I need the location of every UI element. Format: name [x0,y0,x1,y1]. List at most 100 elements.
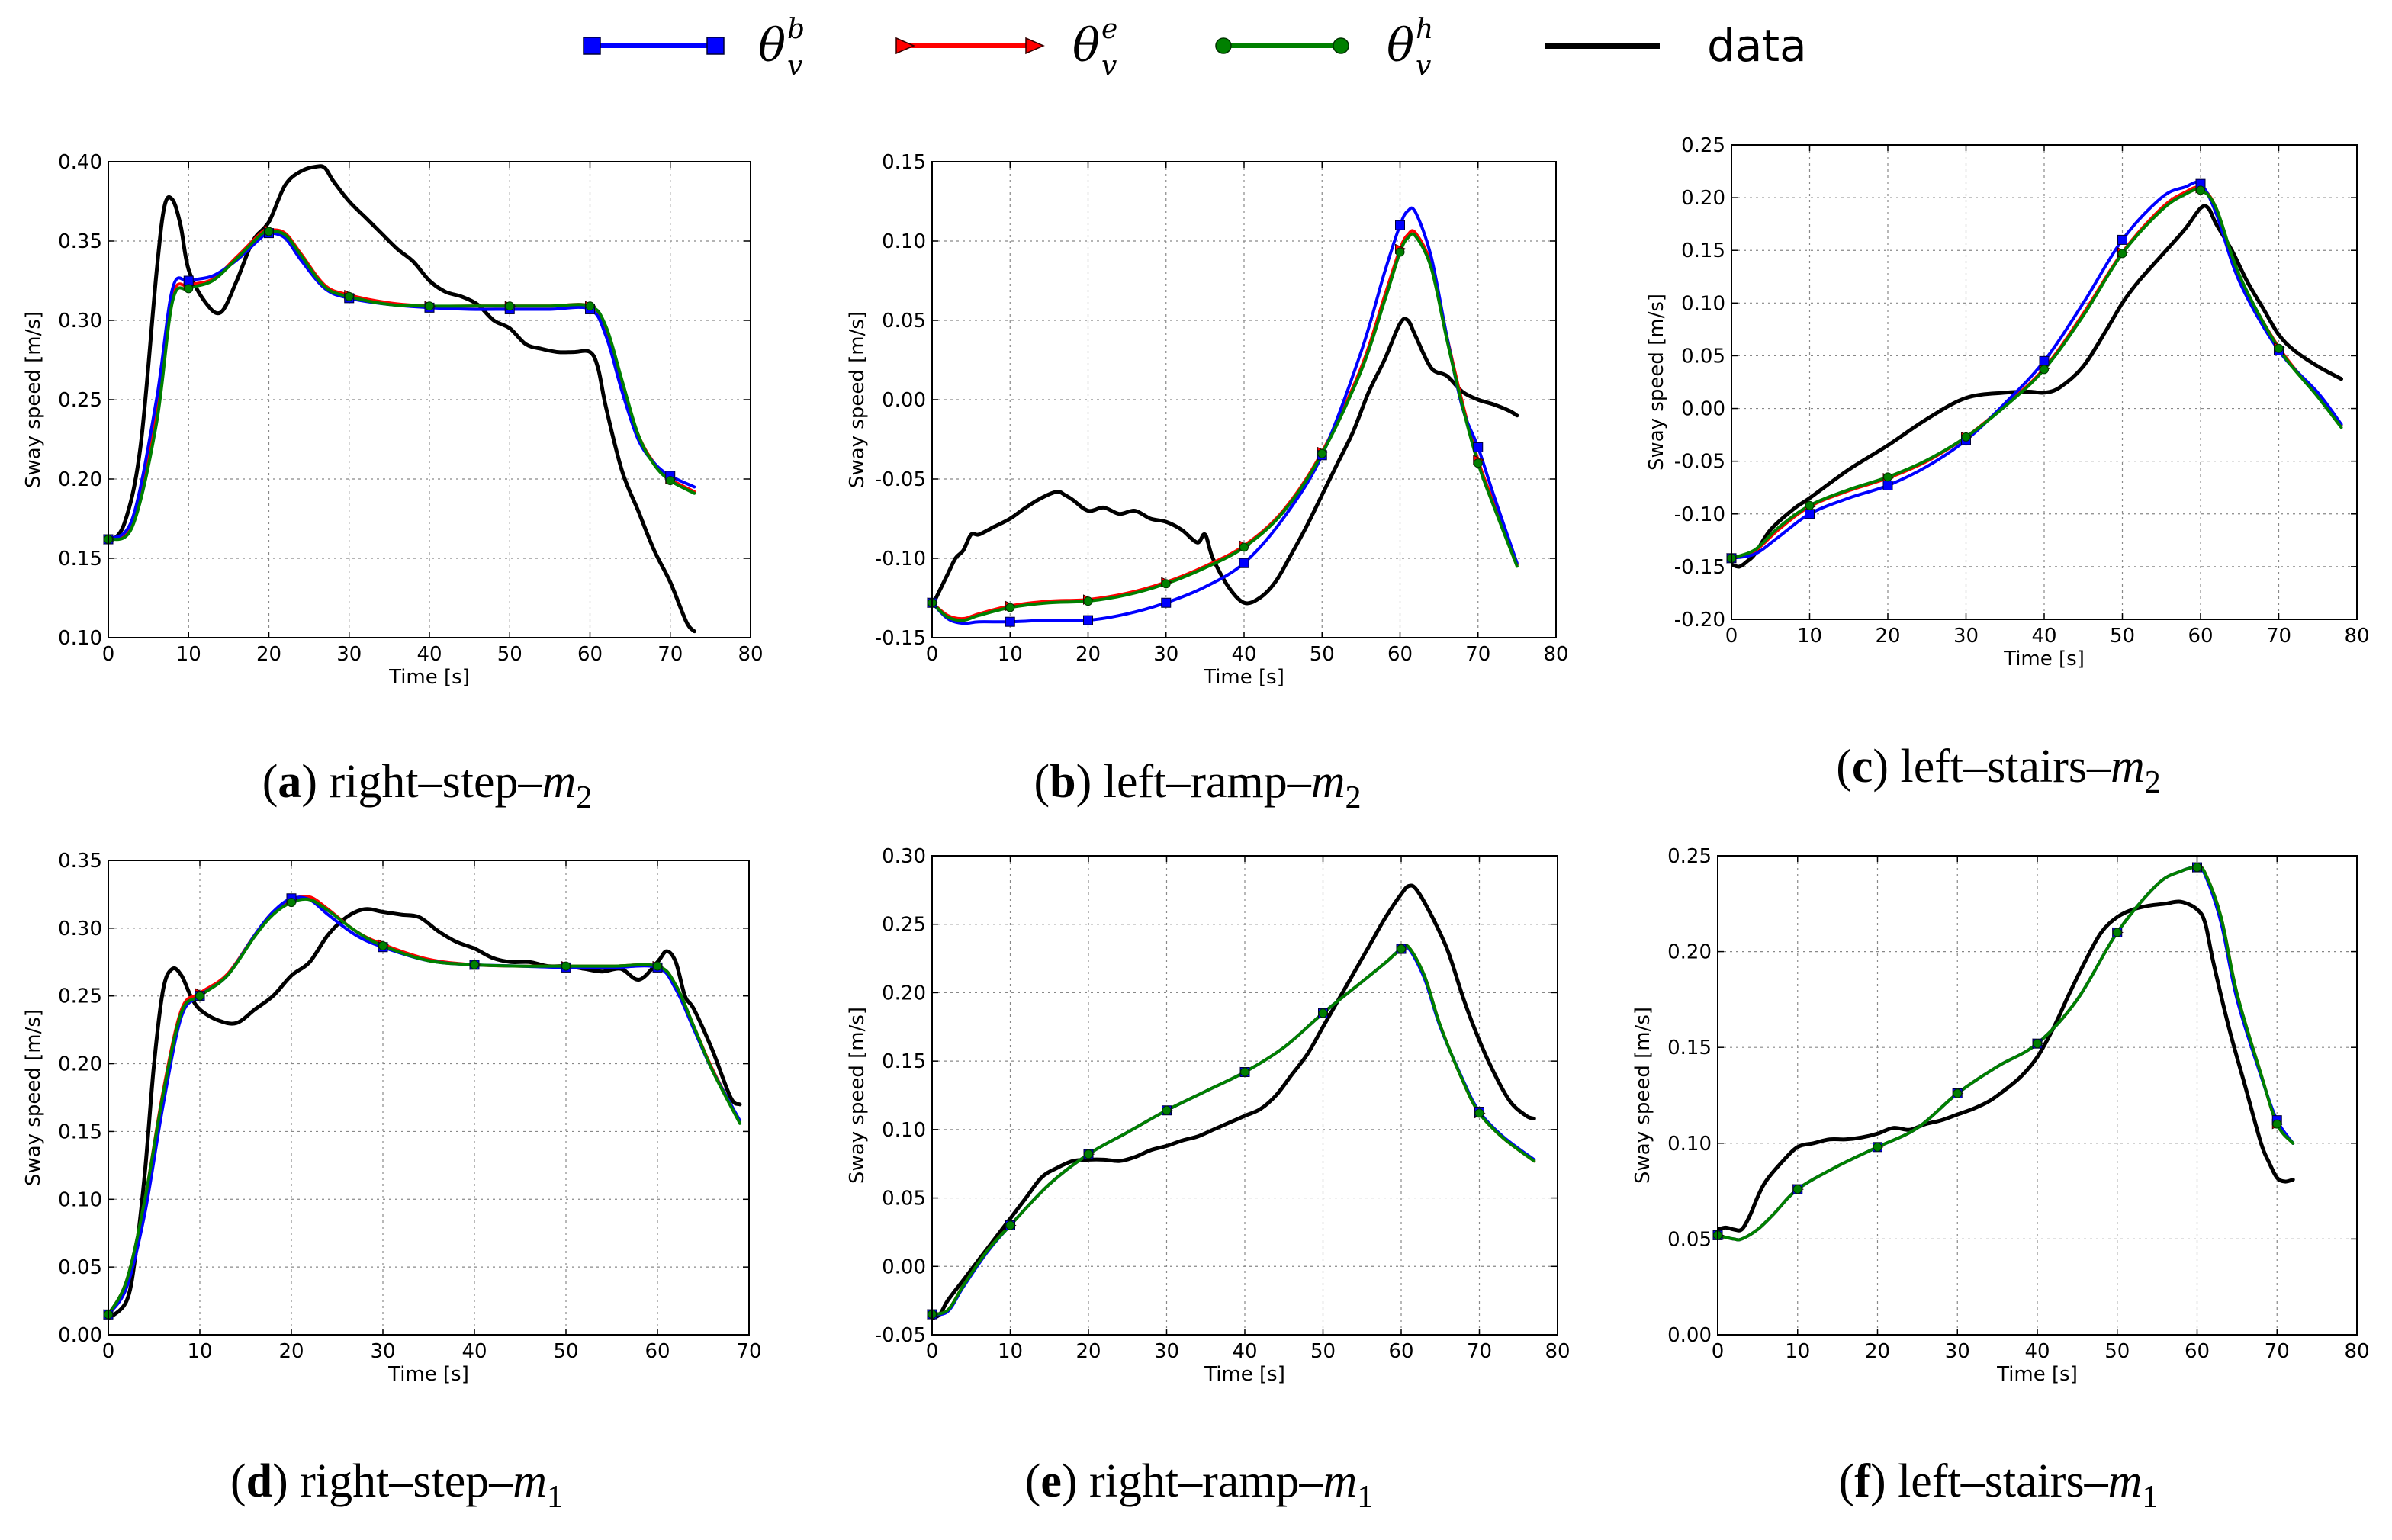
marker-circle [1873,1142,1882,1152]
series-line-data [932,883,1536,1320]
axes: 0 10 20 30 40 50 60 70 80 -0.05 0.00 0.05 0.10 0.15 0.… [875,845,1571,1363]
legend-label-sup: e [1101,14,1117,45]
series-line-data [932,317,1519,608]
legend-entry-e: θ ve [895,14,1117,82]
y-tick-label: -0.15 [1674,556,1725,579]
x-tick-label: 80 [1545,1340,1570,1363]
panel-caption: (a) right–step–m2 [262,756,593,815]
x-tick-label: 10 [998,643,1023,666]
marker-square [1395,220,1405,230]
marker-circle [184,284,194,294]
grid [932,162,1556,638]
marker-circle [2033,1039,2042,1049]
marker-circle [1395,247,1405,257]
marker-circle [1953,1088,1963,1098]
x-axis-label: Time [s] [1203,666,1284,689]
x-tick-label: 70 [736,1340,761,1363]
legend-marker-circle [1215,37,1232,54]
plot-frame [931,161,1557,638]
y-tick-label: 0.15 [882,1050,926,1073]
panel-caption: (b) left–ramp–m2 [1034,756,1361,815]
marker-circle [1084,1149,1093,1159]
grid [1731,145,2357,619]
panel-caption: (f) left–stairs–m1 [1839,1455,2159,1515]
x-tick-label: 10 [1797,625,1822,648]
legend-label: θ [1072,19,1100,72]
y-tick-label: -0.10 [1674,503,1725,526]
marker-circle [470,960,479,969]
marker-circle [1397,944,1406,954]
y-tick-label: 0.35 [58,230,102,253]
x-tick-label: 50 [497,643,522,666]
y-tick-label: 0.35 [58,850,102,873]
y-tick-label: 0.40 [58,151,102,174]
marker-circle [1005,1220,1015,1230]
marker-circle [378,940,387,950]
marker-circle [344,291,354,301]
marker-square [1882,480,1893,490]
marker-circle [1318,1008,1328,1018]
y-tick-label: 0.15 [1681,240,1725,262]
axes: 0 10 20 30 40 50 60 70 80 0.00 0.05 0.10 0.15 0.20 0.2… [1667,845,2369,1363]
x-tick-label: 50 [1310,643,1335,666]
x-tick-label: 10 [998,1340,1023,1363]
legend-marker-triangle [1025,37,1045,55]
x-tick-label: 20 [1075,1340,1101,1363]
legend-marker-square [583,37,601,55]
y-tick-label: 0.25 [1667,845,1712,868]
y-tick-label: 0.05 [58,1256,102,1279]
legend-marker-circle [1333,37,1349,54]
series-line-theta-v-b [1731,180,2343,560]
marker-circle [561,961,571,971]
marker-circle [1083,596,1093,606]
markers [1726,178,2285,564]
chart-panel-e: 0 10 20 30 40 50 60 70 80 -0.05 0.00 0.05 0.10 0.15 0.… [846,845,1571,1515]
x-tick-label: 70 [1467,1340,1492,1363]
x-tick-label: 60 [2188,625,2213,648]
y-tick-label: 0.25 [58,389,102,412]
y-tick-label: -0.15 [875,627,926,650]
marker-circle [1792,1185,1802,1194]
x-tick-label: 40 [461,1340,487,1363]
marker-circle [264,227,274,236]
y-tick-label: -0.05 [1674,451,1725,474]
y-tick-label: 0.20 [1667,941,1712,964]
plot-frame [108,860,750,1336]
marker-circle [287,898,296,908]
x-tick-label: 60 [1387,643,1413,666]
y-tick-label: 0.05 [1681,345,1725,368]
marker-circle [1961,432,1971,442]
marker-square [1239,558,1249,568]
axes: 0 10 20 30 40 50 60 70 80 0.10 0.15 0.20 0.25 0.30 0.3… [58,151,763,666]
y-tick-label: 0.00 [1667,1324,1712,1347]
x-tick-label: 30 [370,1340,395,1363]
x-tick-label: 80 [738,643,763,666]
y-axis-label: Sway speed [m/s] [22,311,45,488]
y-tick-label: 0.05 [1667,1228,1712,1251]
x-tick-label: 20 [1865,1340,1890,1363]
legend: θ vb θ ve θ vh data [583,14,1807,82]
x-tick-label: 20 [1875,625,1900,648]
plot-area [1731,145,2357,619]
panel-caption: (e) right–ramp–m1 [1025,1455,1374,1515]
x-tick-label: 0 [926,1340,939,1363]
x-tick-label: 50 [2104,1340,2130,1363]
series-group [1731,180,2343,569]
panel-caption: (c) left–stairs–m2 [1836,741,2161,800]
plot-frame [108,161,751,638]
y-tick-label: -0.05 [875,1324,926,1347]
axes: 0 10 20 30 40 50 60 70 0.00 0.05 0.10 0.15 0.20 0.25 0… [58,850,761,1363]
y-tick-label: 0.00 [1681,398,1725,421]
y-tick-label: 0.10 [58,627,102,650]
x-axis-label: Time [s] [2003,648,2085,670]
x-tick-label: 30 [1953,625,1979,648]
series-line-data [1718,899,2295,1233]
x-tick-label: 40 [2024,1340,2050,1363]
markers [103,224,677,545]
marker-circle [653,961,662,971]
marker-square [1473,442,1484,452]
marker-circle [1474,1108,1484,1118]
marker-circle [1162,1105,1172,1115]
marker-circle [1161,579,1171,589]
x-tick-label: 50 [2110,625,2135,648]
